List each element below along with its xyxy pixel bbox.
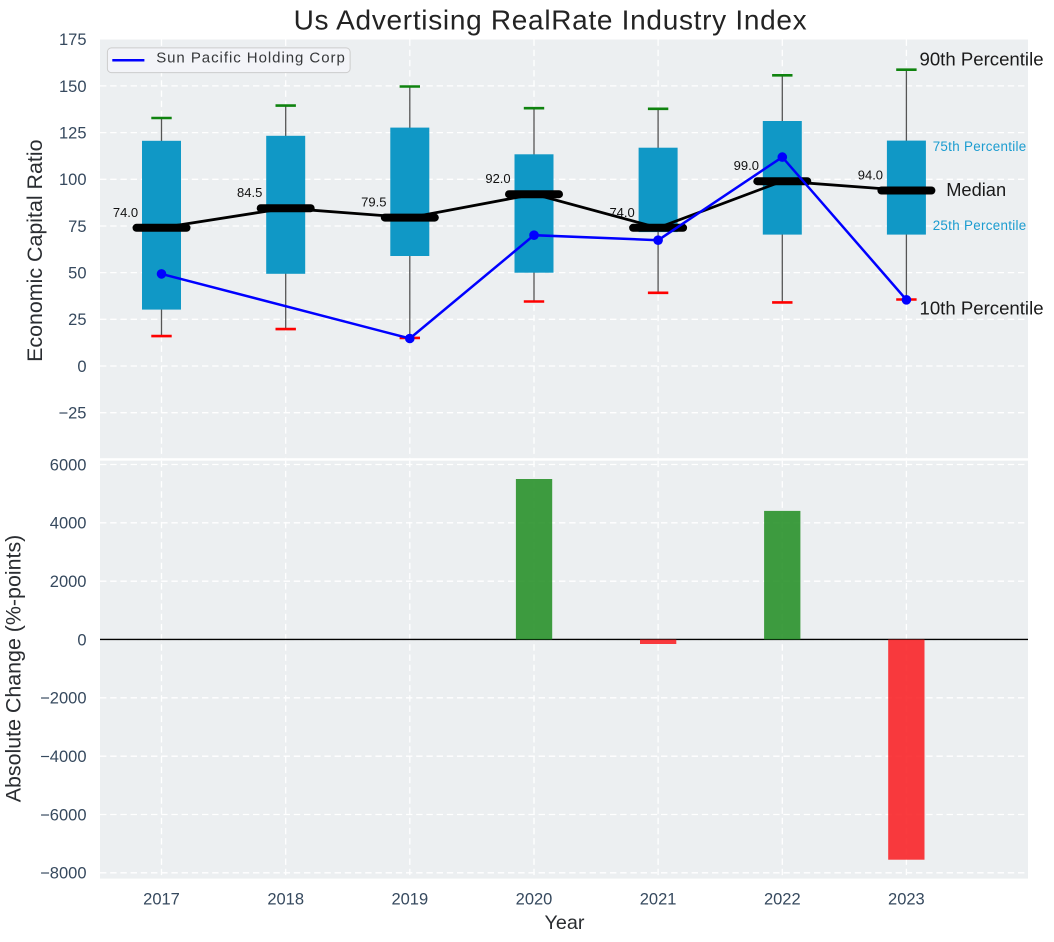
svg-text:Sun Pacific Holding Corp: Sun Pacific Holding Corp <box>156 49 346 66</box>
svg-text:Median: Median <box>946 179 1006 200</box>
svg-text:2023: 2023 <box>888 891 925 909</box>
svg-text:2019: 2019 <box>391 891 428 909</box>
svg-text:Economic Capital Ratio: Economic Capital Ratio <box>23 140 47 362</box>
svg-text:2021: 2021 <box>640 891 677 909</box>
svg-text:−8000: −8000 <box>40 865 86 883</box>
svg-text:0: 0 <box>77 358 86 376</box>
svg-text:79.5: 79.5 <box>361 195 386 210</box>
svg-text:−4000: −4000 <box>40 748 86 766</box>
svg-text:25th Percentile: 25th Percentile <box>933 218 1027 233</box>
svg-text:125: 125 <box>59 125 87 143</box>
svg-text:2018: 2018 <box>267 891 304 909</box>
svg-text:99.0: 99.0 <box>734 158 759 173</box>
svg-text:−25: −25 <box>59 405 87 423</box>
svg-text:74.0: 74.0 <box>113 205 138 220</box>
svg-text:74.0: 74.0 <box>609 205 634 220</box>
svg-text:2000: 2000 <box>50 573 87 591</box>
svg-text:−6000: −6000 <box>40 806 86 824</box>
svg-text:Year: Year <box>545 912 585 934</box>
svg-text:92.0: 92.0 <box>485 171 510 186</box>
svg-text:50: 50 <box>68 265 86 283</box>
svg-text:−2000: −2000 <box>40 690 86 708</box>
svg-text:0: 0 <box>77 631 86 649</box>
svg-text:94.0: 94.0 <box>858 168 883 183</box>
svg-text:6000: 6000 <box>50 456 87 474</box>
svg-text:100: 100 <box>59 171 87 189</box>
svg-text:Absolute Change (%-points): Absolute Change (%-points) <box>2 535 26 803</box>
svg-text:150: 150 <box>59 78 87 96</box>
svg-text:Us Advertising RealRate Indust: Us Advertising RealRate Industry Index <box>294 5 808 36</box>
svg-text:90th Percentile: 90th Percentile <box>920 49 1044 70</box>
svg-text:4000: 4000 <box>50 515 87 533</box>
svg-text:84.5: 84.5 <box>237 185 262 200</box>
svg-text:75: 75 <box>68 218 86 236</box>
svg-text:25: 25 <box>68 311 86 329</box>
svg-text:2022: 2022 <box>764 891 801 909</box>
svg-text:2020: 2020 <box>516 891 553 909</box>
svg-text:175: 175 <box>59 31 87 49</box>
svg-text:10th Percentile: 10th Percentile <box>920 298 1044 319</box>
svg-text:75th Percentile: 75th Percentile <box>933 139 1027 154</box>
svg-text:2017: 2017 <box>143 891 180 909</box>
